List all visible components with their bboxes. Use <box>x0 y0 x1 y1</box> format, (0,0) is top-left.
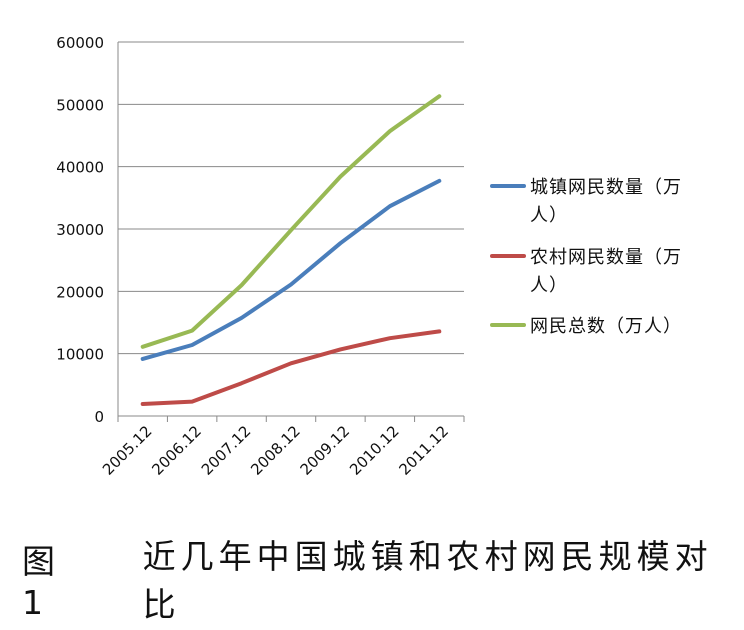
y-tick-label: 10000 <box>56 346 104 364</box>
figure-label: 图 1 <box>22 541 60 622</box>
legend-label-2: 农村网民数量（万人） <box>530 247 682 296</box>
chart-area: 0 10000 20000 30000 40000 50000 60000 2005.12 20… <box>56 34 682 479</box>
series-line-2 <box>140 329 442 406</box>
y-tick-label: 0 <box>94 408 104 426</box>
legend-label-1: 城镇网民数量（万人） <box>530 177 682 226</box>
x-tick-label: 2006.12 <box>148 422 205 479</box>
x-tick-label: 2008.12 <box>247 422 304 479</box>
y-tick-label: 60000 <box>56 34 104 52</box>
figure-title: 近几年中国城镇和农村网民规模对比 <box>142 537 713 624</box>
x-tick-label: 2010.12 <box>346 422 403 479</box>
series-line-1 <box>140 178 442 361</box>
x-tick-label: 2011.12 <box>396 422 453 479</box>
x-tick-label: 2009.12 <box>297 422 354 479</box>
legend-label-3: 网民总数（万人） <box>530 316 682 337</box>
y-tick-label: 30000 <box>56 221 104 239</box>
line-chart: 01000020000300004000050000600002005.1220… <box>56 34 682 479</box>
x-tick-label: 2007.12 <box>198 422 255 479</box>
y-tick-label: 40000 <box>56 159 104 177</box>
series-line-3 <box>140 94 442 349</box>
y-tick-label: 50000 <box>56 96 104 114</box>
y-tick-label: 20000 <box>56 283 104 301</box>
x-tick-label: 2005.12 <box>99 422 156 479</box>
figure-caption: 图 1 近几年中国城镇和农村网民规模对比 <box>0 537 744 624</box>
